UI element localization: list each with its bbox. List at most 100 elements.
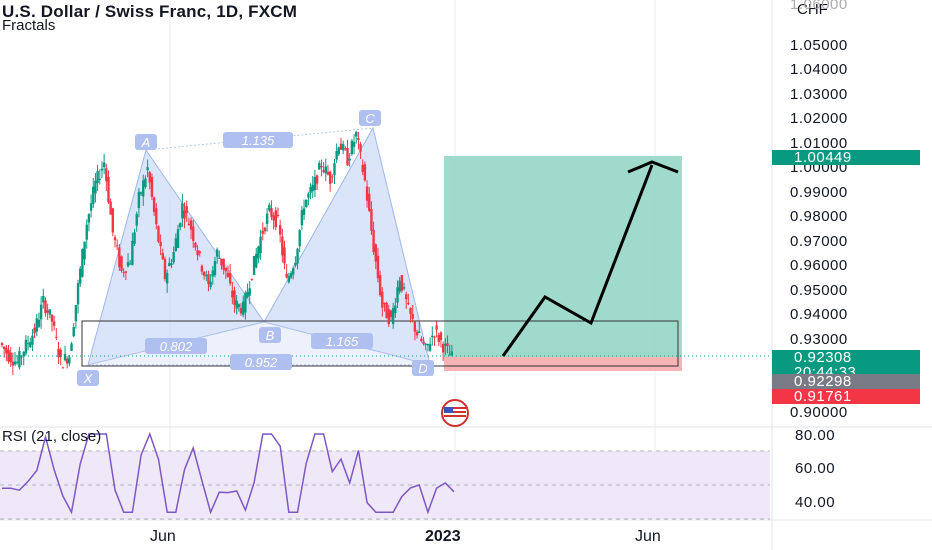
candle-body bbox=[172, 251, 175, 263]
candle-body bbox=[268, 204, 271, 211]
indicator-label[interactable]: Fractals bbox=[2, 17, 56, 34]
price-label: 0.90000 bbox=[790, 404, 848, 421]
rsi-line bbox=[1, 431, 455, 515]
candle-body bbox=[250, 278, 254, 280]
candle-body bbox=[368, 193, 371, 211]
candle-body bbox=[400, 275, 404, 291]
candle-body bbox=[311, 184, 314, 192]
candle-body bbox=[435, 325, 438, 330]
candle-body bbox=[411, 313, 414, 319]
candle-body bbox=[118, 247, 121, 267]
candle-body bbox=[350, 140, 354, 155]
rsi-title[interactable]: RSI (21, close) bbox=[2, 428, 102, 445]
point-c-badge-bg bbox=[359, 110, 381, 126]
candle-body bbox=[126, 261, 130, 267]
candle-body bbox=[394, 305, 397, 314]
candle-body bbox=[29, 342, 32, 348]
range-box[interactable] bbox=[81, 320, 679, 367]
candle-body bbox=[200, 265, 204, 272]
candle-body bbox=[59, 349, 62, 358]
candle-body bbox=[372, 229, 375, 253]
candle-body bbox=[415, 331, 419, 336]
price-label: 1.05000 bbox=[790, 36, 848, 54]
price-label: 0.93000 bbox=[790, 330, 848, 348]
projection-path[interactable] bbox=[501, 164, 654, 357]
candle-body bbox=[174, 238, 178, 252]
candles bbox=[0, 130, 454, 375]
candle-body bbox=[261, 230, 264, 234]
candle-body bbox=[387, 309, 391, 325]
candle-body bbox=[57, 348, 60, 358]
candle-body bbox=[189, 220, 193, 230]
candle-body bbox=[239, 307, 243, 314]
candle-body bbox=[426, 343, 430, 346]
candle-body bbox=[376, 255, 380, 279]
candle-body bbox=[344, 148, 347, 150]
loss-zone[interactable] bbox=[444, 357, 682, 371]
candle-body bbox=[437, 334, 440, 343]
ratio-ac-badge-bg bbox=[223, 132, 293, 148]
candle-body bbox=[326, 171, 330, 175]
candle-body bbox=[42, 296, 45, 303]
us-flag-icon[interactable] bbox=[441, 399, 469, 427]
candle-body bbox=[341, 144, 345, 151]
candle-body bbox=[263, 227, 267, 232]
candle-body bbox=[283, 247, 286, 264]
candle-body bbox=[44, 300, 47, 314]
point-b-badge: B bbox=[266, 328, 275, 343]
candle-body bbox=[424, 343, 427, 345]
candle-body bbox=[79, 268, 82, 284]
point-a-badge: A bbox=[141, 135, 151, 150]
point-x-badge-bg bbox=[77, 370, 99, 386]
candle-body bbox=[50, 314, 54, 322]
candle-body bbox=[278, 225, 282, 235]
candle-body bbox=[96, 170, 99, 184]
point-d-badge-bg bbox=[412, 360, 434, 376]
candle-body bbox=[276, 215, 280, 217]
candle-body bbox=[439, 332, 443, 341]
candle-body bbox=[228, 273, 232, 284]
candle-body bbox=[252, 255, 256, 275]
candle-body bbox=[357, 137, 360, 141]
candle-body bbox=[87, 214, 91, 223]
price-label: 1.01000 bbox=[790, 134, 848, 152]
harmonic-pattern[interactable] bbox=[87, 126, 431, 366]
candle-body bbox=[407, 302, 410, 305]
candle-body bbox=[170, 263, 173, 266]
candle-body bbox=[165, 272, 169, 284]
candle-body bbox=[420, 338, 423, 342]
price-label: 0.98000 bbox=[790, 208, 848, 225]
prev-close-tag: 0.92298 bbox=[772, 374, 920, 389]
candle-body bbox=[361, 164, 364, 172]
ratio-abc-badge-bg bbox=[311, 333, 373, 349]
candle-body bbox=[324, 166, 327, 174]
candle-body bbox=[300, 210, 304, 226]
candle-body bbox=[26, 343, 30, 345]
candle-body bbox=[433, 336, 436, 338]
candle-body bbox=[328, 171, 332, 184]
candle-body bbox=[235, 300, 238, 309]
candle-body bbox=[131, 240, 134, 266]
candle-body bbox=[318, 163, 321, 170]
profit-zone[interactable] bbox=[444, 156, 682, 357]
candle-body bbox=[11, 361, 15, 366]
candle-body bbox=[378, 275, 382, 296]
ratio-xab-badge: 0.802 bbox=[160, 339, 193, 354]
candle-body bbox=[115, 245, 119, 247]
candle-body bbox=[37, 319, 41, 327]
candle-body bbox=[13, 361, 17, 365]
candle-body bbox=[159, 241, 162, 247]
candle-body bbox=[339, 143, 343, 150]
candle-body bbox=[237, 304, 241, 308]
point-x-badge: X bbox=[83, 371, 94, 386]
candle-body bbox=[83, 241, 86, 260]
candle-body bbox=[215, 249, 219, 257]
candle-body bbox=[259, 236, 262, 254]
candle-body bbox=[222, 258, 225, 270]
candle-body bbox=[242, 301, 245, 315]
candle-body bbox=[72, 326, 75, 337]
candle-body bbox=[396, 287, 399, 303]
candle-body bbox=[305, 199, 308, 208]
candle-body bbox=[352, 142, 356, 147]
